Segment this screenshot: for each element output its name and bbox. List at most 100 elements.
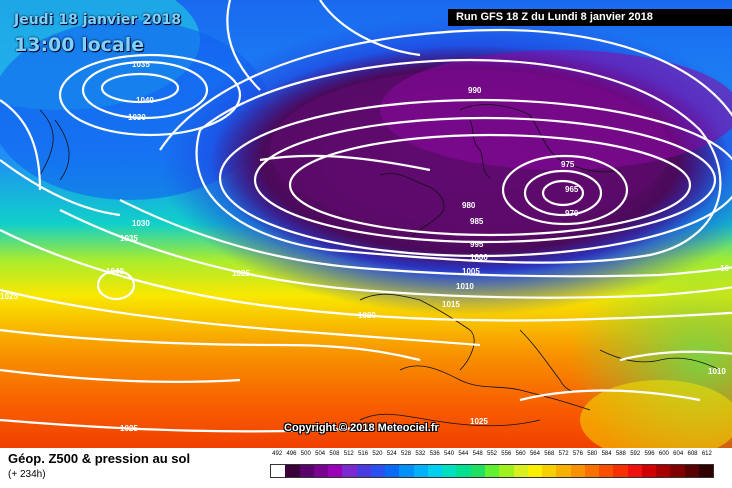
isobar-labels: 1035 1040 1030 1030 1035 1040 1025 1025 … xyxy=(0,60,729,433)
scale-label: 508 xyxy=(329,451,340,457)
isobar-label: 990 xyxy=(468,86,482,95)
isobar-label: 995 xyxy=(470,240,484,249)
scale-swatch xyxy=(670,465,685,477)
scale-label: 588 xyxy=(615,451,626,457)
scale-swatch xyxy=(613,465,628,477)
scale-swatch xyxy=(570,465,585,477)
scale-swatch xyxy=(370,465,386,477)
scale-swatch xyxy=(698,465,714,477)
scale-label: 524 xyxy=(386,451,397,457)
scale-label: 504 xyxy=(315,451,326,457)
scale-label: 608 xyxy=(687,451,698,457)
isobar-label: 1030 xyxy=(128,113,146,122)
weather-map: 1035 1040 1030 1030 1035 1040 1025 1025 … xyxy=(0,0,732,448)
color-scale-labels: 492 496 500 504 508 512 516 520 524 528 532 536 540 5… xyxy=(270,451,714,461)
scale-label: 560 xyxy=(515,451,526,457)
legend-footer: Géop. Z500 & pression au sol (+ 234h) 49… xyxy=(0,448,732,488)
scale-swatch xyxy=(271,465,286,477)
scale-label: 576 xyxy=(572,451,583,457)
scale-label: 496 xyxy=(286,451,297,457)
isobars xyxy=(0,0,732,431)
scale-label: 544 xyxy=(458,451,469,457)
scale-swatch xyxy=(599,465,614,477)
map-canvas: 1035 1040 1030 1030 1035 1040 1025 1025 … xyxy=(0,0,732,448)
legend-title: Géop. Z500 & pression au sol xyxy=(8,451,191,466)
isobar-label: 10 xyxy=(720,264,729,273)
isobar-label: 980 xyxy=(462,201,476,210)
scale-swatch xyxy=(584,465,600,477)
scale-swatch xyxy=(342,465,357,477)
scale-swatch xyxy=(427,465,443,477)
copyright-label: Copyright © 2018 Meteociel.fr xyxy=(284,422,439,434)
isobar-label: 1025 xyxy=(470,417,488,426)
scale-label: 552 xyxy=(486,451,498,457)
scale-swatch xyxy=(399,465,414,477)
isobar-label: 1015 xyxy=(442,300,460,309)
scale-swatch xyxy=(299,465,314,477)
isobar-label: 1035 xyxy=(132,60,150,69)
isobar-label: 970 xyxy=(565,209,579,218)
scale-label: 528 xyxy=(401,451,412,457)
isobar-label: 975 xyxy=(561,160,575,169)
isobar-label: 1010 xyxy=(456,282,474,291)
scale-swatch xyxy=(285,465,300,477)
forecast-date: Jeudi 18 janvier 2018 xyxy=(14,12,182,28)
scale-label: 568 xyxy=(544,451,555,457)
isobar-label: 1005 xyxy=(462,267,480,276)
isobar-label: 965 xyxy=(565,185,579,194)
scale-swatch xyxy=(470,465,485,477)
scale-label: 532 xyxy=(415,451,426,457)
scale-swatch xyxy=(542,465,557,477)
scale-label: 520 xyxy=(372,451,383,457)
scale-swatch xyxy=(627,465,642,477)
scale-label: 512 xyxy=(343,451,354,457)
scale-swatch xyxy=(313,465,329,477)
isobar-label: 1025 xyxy=(232,269,250,278)
scale-swatch xyxy=(684,465,699,477)
scale-swatch xyxy=(499,465,514,477)
color-scale-bar xyxy=(270,464,714,478)
scale-swatch xyxy=(442,465,457,477)
scale-label: 572 xyxy=(558,451,569,457)
isobar-label: 1020 xyxy=(358,311,376,320)
scale-swatch xyxy=(513,465,528,477)
scale-swatch xyxy=(385,465,400,477)
scale-label: 584 xyxy=(601,451,612,457)
scale-swatch xyxy=(456,465,471,477)
isobar-label: 1010 xyxy=(708,367,726,376)
coastlines xyxy=(39,104,721,427)
scale-swatch xyxy=(328,465,343,477)
scale-label: 516 xyxy=(358,451,369,457)
scale-label: 500 xyxy=(300,451,311,457)
scale-label: 612 xyxy=(701,451,712,457)
run-banner: Run GFS 18 Z du Lundi 8 janvier 2018 xyxy=(448,9,732,26)
scale-swatch xyxy=(356,465,371,477)
scale-label: 536 xyxy=(429,451,440,457)
scale-label: 540 xyxy=(444,451,455,457)
scale-label: 564 xyxy=(529,451,540,457)
legend-subtitle: (+ 234h) xyxy=(8,469,46,480)
scale-swatch xyxy=(527,465,543,477)
forecast-time: 13:00 locale xyxy=(14,34,145,56)
scale-swatch xyxy=(641,465,657,477)
isobar-label: 985 xyxy=(470,217,484,226)
isobar-label: 1030 xyxy=(132,219,150,228)
scale-label: 604 xyxy=(673,451,684,457)
scale-label: 492 xyxy=(272,451,283,457)
scale-swatch xyxy=(656,465,671,477)
scale-label: 596 xyxy=(644,451,655,457)
isobar-label: 1040 xyxy=(106,267,124,276)
isobar-label: 1000 xyxy=(470,253,488,262)
scale-swatch xyxy=(484,465,500,477)
scale-label: 556 xyxy=(501,451,512,457)
scale-swatch xyxy=(413,465,428,477)
isobar-label: 1025 xyxy=(120,424,138,433)
isobar-label: 1025 xyxy=(0,292,18,301)
scale-label: 592 xyxy=(630,451,641,457)
scale-label: 600 xyxy=(658,451,669,457)
isobar-label: 1040 xyxy=(136,96,154,105)
scale-label: 548 xyxy=(472,451,483,457)
scale-swatch xyxy=(556,465,571,477)
isobar-label: 1035 xyxy=(120,234,138,243)
scale-label: 580 xyxy=(587,451,598,457)
